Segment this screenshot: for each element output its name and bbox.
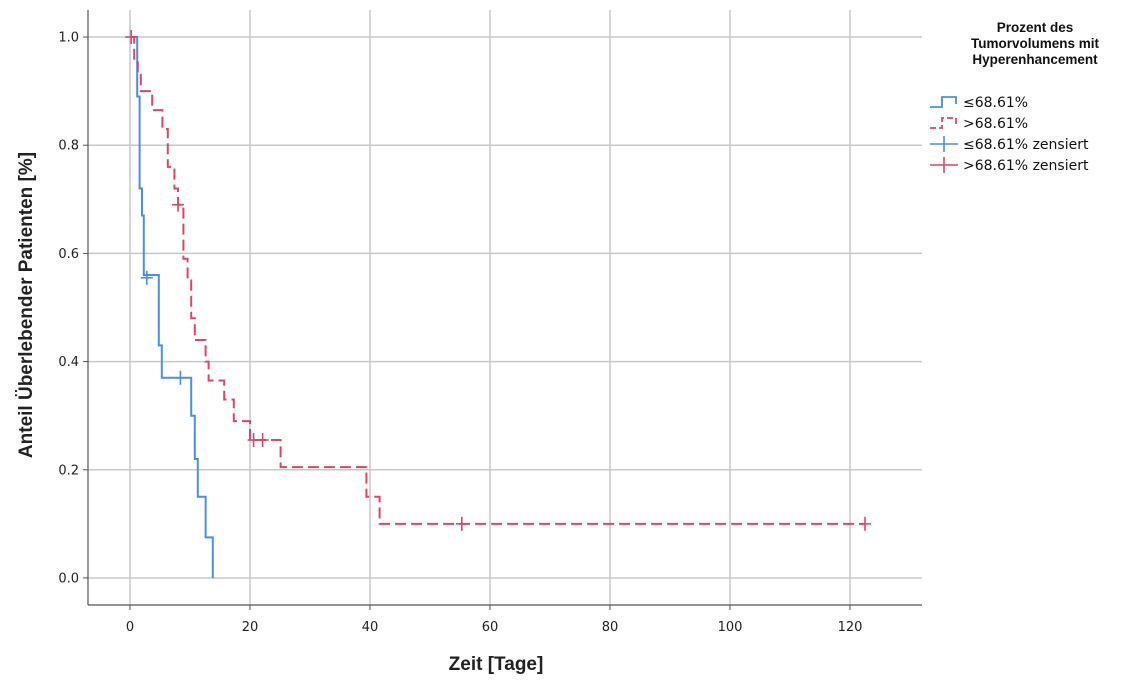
legend-entry: >68.61% xyxy=(930,116,1028,132)
series-line-1 xyxy=(130,36,865,525)
x-tick-label: 60 xyxy=(482,620,499,635)
censor-mark xyxy=(125,30,138,45)
censor-mark xyxy=(140,270,153,285)
series-line-0 xyxy=(130,36,214,578)
legend-label: ≤68.61% xyxy=(963,95,1028,111)
y-tick-label: 0.6 xyxy=(58,247,79,262)
censor-mark xyxy=(256,433,269,448)
x-tick-label: 0 xyxy=(126,620,134,635)
y-tick-label: 1.0 xyxy=(58,31,79,46)
axes xyxy=(87,10,922,606)
y-tick-label: 0.0 xyxy=(58,571,79,586)
y-tick-label: 0.8 xyxy=(58,139,79,154)
censor-mark xyxy=(455,516,468,531)
y-axis-title: Anteil Überlebender Patienten [%] xyxy=(16,152,37,458)
legend-label: ≤68.61% zensiert xyxy=(963,137,1089,153)
x-tick-label: 120 xyxy=(838,620,863,635)
legend-entry: >68.61% zensiert xyxy=(930,157,1089,174)
censor-mark xyxy=(172,197,184,212)
legend-label: >68.61% zensiert xyxy=(963,158,1089,174)
legend-title-line: Prozent des xyxy=(997,20,1074,35)
y-axis-ticks: 0.0 0.2 0.4 0.6 0.8 1.0 xyxy=(58,31,88,586)
legend-line-symbol xyxy=(930,117,957,129)
y-tick-label: 0.4 xyxy=(58,355,79,370)
legend-label: >68.61% xyxy=(963,116,1028,132)
censor-mark xyxy=(859,516,871,531)
x-axis-ticks: 0 20 40 60 80 100 120 xyxy=(126,605,863,635)
x-tick-label: 20 xyxy=(242,620,259,635)
x-tick-label: 100 xyxy=(718,620,743,635)
legend-line-symbol xyxy=(930,96,957,108)
censor-mark xyxy=(174,370,187,385)
x-tick-label: 80 xyxy=(602,620,619,635)
x-tick-label: 40 xyxy=(362,620,379,635)
legend-title-line: Hyperenhancement xyxy=(972,52,1098,67)
legend-entry: ≤68.61% zensiert xyxy=(930,136,1089,153)
legend-entry: ≤68.61% xyxy=(930,95,1028,111)
y-tick-label: 0.2 xyxy=(58,463,79,478)
x-axis-title: Zeit [Tage] xyxy=(449,654,544,675)
legend-title-line: Tumorvolumens mit xyxy=(971,36,1100,51)
gridlines xyxy=(88,10,922,605)
series-layer xyxy=(125,30,871,578)
